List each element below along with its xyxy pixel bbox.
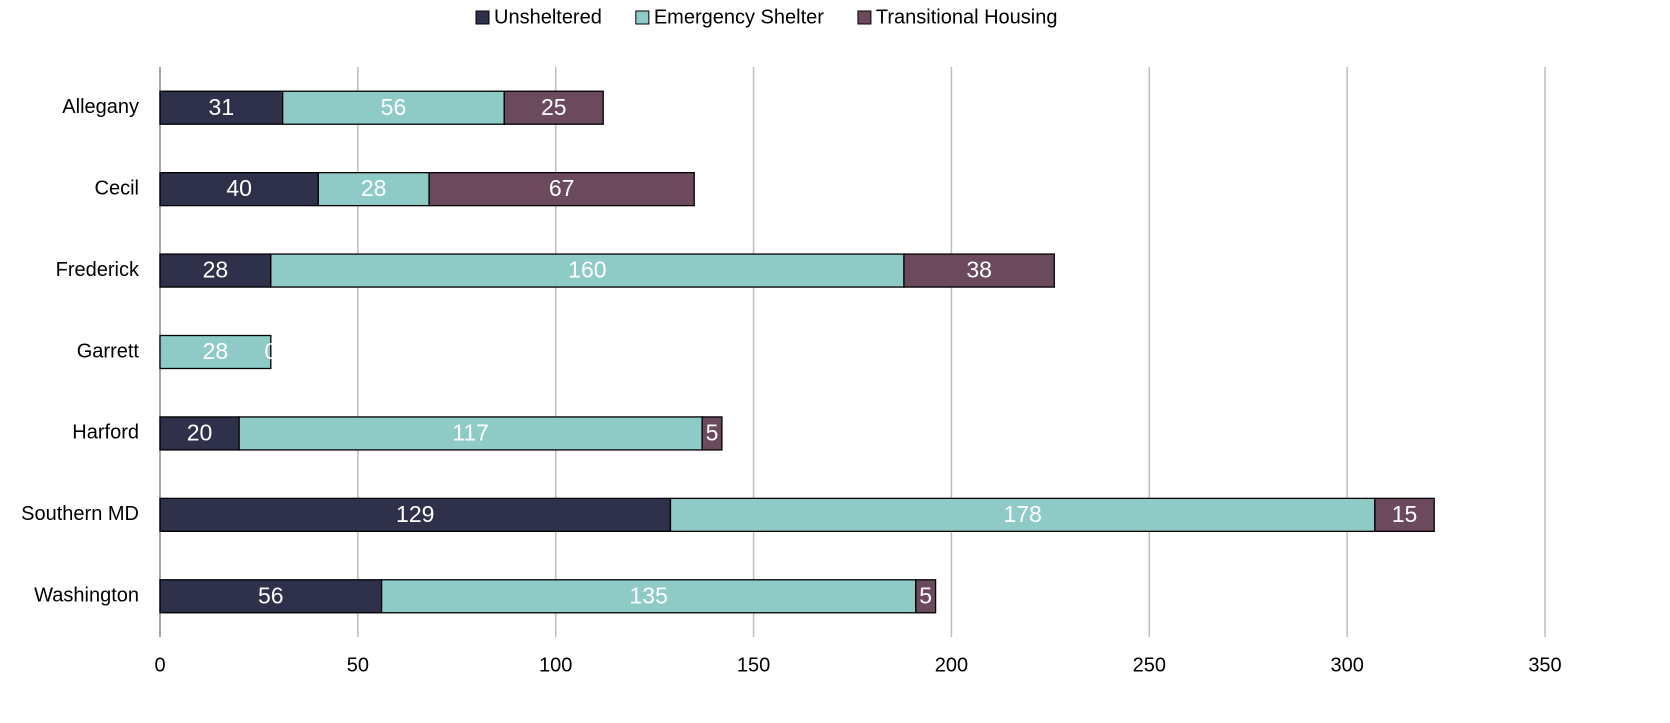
bar <box>1374 497 1435 533</box>
x-tick-label: 0 <box>154 654 165 676</box>
legend-label: Transitional Housing <box>876 6 1058 28</box>
legend-swatch <box>635 10 650 25</box>
x-tick-label: 250 <box>1133 654 1166 676</box>
bar <box>428 171 695 207</box>
x-tick-label: 200 <box>935 654 968 676</box>
data-label: 38 <box>966 257 992 283</box>
data-label: 5 <box>706 420 719 446</box>
legend-swatch <box>857 10 872 25</box>
bar <box>238 416 703 451</box>
y-tick-label: Garrett <box>77 340 140 362</box>
bar <box>159 253 272 288</box>
data-label: 5 <box>919 582 932 608</box>
data-label: 28 <box>203 257 229 283</box>
bar <box>903 253 1055 288</box>
bar <box>915 579 937 614</box>
data-label: 28 <box>361 175 387 201</box>
bar <box>380 579 917 614</box>
data-label: 117 <box>452 420 489 446</box>
x-tick-label: 50 <box>347 654 369 676</box>
x-tick-label: 150 <box>737 654 770 676</box>
legend-swatch <box>475 10 490 25</box>
x-tick-label: 350 <box>1528 654 1561 676</box>
data-label: 0 <box>264 338 277 364</box>
data-label: 28 <box>203 338 229 364</box>
data-label: 25 <box>541 94 567 120</box>
y-tick-label: Cecil <box>95 177 139 199</box>
legend-label: Emergency Shelter <box>654 6 824 28</box>
bar <box>159 90 284 125</box>
bar <box>701 416 723 451</box>
legend: Unsheltered Emergency Shelter Transitional… <box>475 6 1058 28</box>
bar <box>159 416 240 451</box>
data-label: 31 <box>209 94 235 120</box>
data-label: 129 <box>396 501 434 527</box>
y-tick-label: Allegany <box>62 96 139 118</box>
data-label: 40 <box>226 175 252 201</box>
data-label: 178 <box>1003 501 1041 527</box>
y-tick-label: Southern MD <box>21 503 139 525</box>
bar <box>159 579 383 614</box>
bar <box>159 334 272 370</box>
data-label: 135 <box>630 582 668 608</box>
data-label: 160 <box>568 257 606 283</box>
x-tick-label: 300 <box>1330 654 1363 676</box>
legend-label: Unsheltered <box>494 6 602 28</box>
x-tick-label: 100 <box>539 654 572 676</box>
data-label: 20 <box>187 420 213 446</box>
bar <box>503 90 604 125</box>
y-tick-label: Frederick <box>56 259 140 281</box>
y-tick-label: Washington <box>34 585 139 607</box>
y-tick-label: Harford <box>72 422 139 444</box>
bar <box>282 90 505 125</box>
bar <box>270 253 905 288</box>
data-label: 15 <box>1392 501 1418 527</box>
data-label: 56 <box>258 582 284 608</box>
data-label: 67 <box>549 175 575 201</box>
data-label: 56 <box>381 94 407 120</box>
